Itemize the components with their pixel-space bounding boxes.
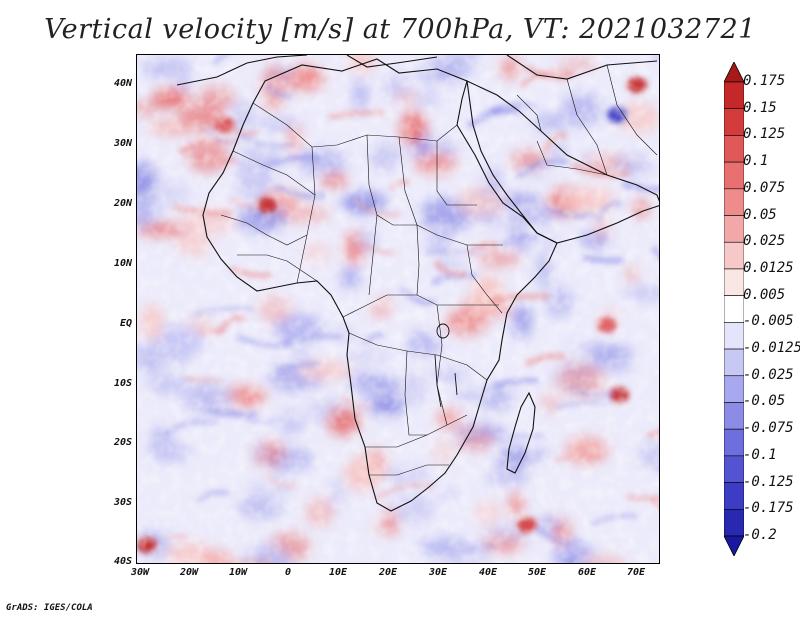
lat-label: 40N <box>113 78 132 89</box>
arabia-coastline <box>466 80 659 244</box>
colorbar-label: -0.0125 <box>743 340 800 357</box>
colorbar-label: 0.005 <box>743 286 786 303</box>
lon-label: 30E <box>428 567 448 578</box>
colorbar-segment <box>724 108 744 136</box>
colorbar-label: -0.1 <box>743 446 777 463</box>
field-texture <box>137 55 659 563</box>
lon-label: 10W <box>228 567 248 578</box>
coastlines <box>176 55 659 512</box>
lon-label: 0 <box>284 567 292 578</box>
colorbar-label: 0.0125 <box>743 259 794 276</box>
map-canvas <box>137 55 659 563</box>
lon-label: 20W <box>179 567 199 578</box>
colorbar-label: -0.075 <box>743 420 794 437</box>
chart-title: Vertical velocity [m/s] at 700hPa, VT: 2… <box>44 14 756 45</box>
colorbar-label: -0.05 <box>743 393 786 410</box>
madagascar-coastline <box>506 391 536 474</box>
lon-label: 50E <box>527 567 547 578</box>
colorbar-segment <box>724 482 744 510</box>
colorbar-segment <box>724 161 744 190</box>
colorbar-segment <box>724 215 744 243</box>
colorbar-segment <box>724 375 744 403</box>
lat-label: 30S <box>113 497 132 508</box>
colorbar-segment <box>724 428 744 457</box>
colorbar-segment <box>724 135 744 163</box>
colorbar-segment <box>724 348 744 377</box>
lat-label: 10S <box>113 378 132 389</box>
lat-label: 10N <box>113 258 132 269</box>
map-panel <box>136 54 660 564</box>
colorbar-segment <box>724 188 744 216</box>
colorbar-label: 0.025 <box>743 233 786 250</box>
colorbar-label: 0.175 <box>743 73 786 89</box>
colorbar-label: -0.005 <box>743 313 794 330</box>
colorbar-segment <box>724 455 744 483</box>
credit-text: GrADS: IGES/COLA <box>6 603 93 613</box>
lat-label: 20N <box>113 198 132 209</box>
colorbar-label: 0.05 <box>743 206 777 223</box>
lon-label: 60E <box>577 567 597 578</box>
colorbar-segment <box>724 322 744 350</box>
lat-label: 20S <box>113 437 132 448</box>
colorbar-label: 0.1 <box>743 153 769 170</box>
colorbar-label: -0.175 <box>743 500 794 517</box>
colorbar-label: 0.075 <box>743 179 786 196</box>
colorbar-label: -0.2 <box>743 527 777 543</box>
lon-label: 40E <box>478 567 498 578</box>
lon-label: 20E <box>378 567 398 578</box>
colorbar-segment <box>724 402 744 430</box>
lon-label: 30W <box>130 567 150 578</box>
colorbar-cap-top <box>724 62 744 83</box>
colorbar-cap-bottom <box>724 535 744 556</box>
lat-label: 40S <box>113 556 132 567</box>
lat-label: 30N <box>113 138 132 149</box>
colorbar-segment <box>724 241 744 270</box>
colorbar-segment <box>724 508 744 537</box>
colorbar-label: 0.15 <box>743 99 777 116</box>
lat-label: EQ <box>119 318 132 329</box>
colorbar-segment <box>724 268 744 296</box>
lakes <box>434 323 458 408</box>
colorbar <box>724 62 744 556</box>
lon-label: 10E <box>328 567 348 578</box>
colorbar-label: -0.125 <box>743 473 794 490</box>
colorbar-label: -0.025 <box>743 366 794 383</box>
colorbar-label: 0.125 <box>743 126 786 143</box>
lon-label: 70E <box>626 567 646 578</box>
colorbar-segment <box>724 81 744 110</box>
colorbar-segment <box>724 295 744 323</box>
africa-coastline <box>202 58 558 512</box>
country-borders <box>220 64 658 476</box>
